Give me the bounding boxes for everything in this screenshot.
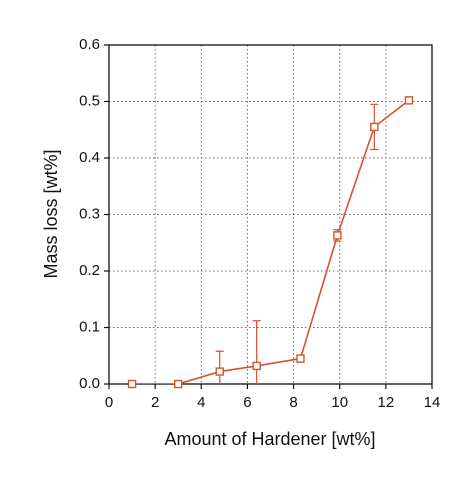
- x-tick-label: 6: [243, 394, 251, 411]
- y-tick-label: 0.3: [79, 205, 100, 222]
- y-tick-label: 0.6: [79, 36, 100, 53]
- x-tick-label: 8: [289, 394, 297, 411]
- y-tick-label: 0.1: [79, 318, 100, 335]
- x-tick-label: 14: [424, 394, 441, 411]
- plot-frame: [108, 44, 433, 385]
- x-axis-label: Amount of Hardener [wt%]: [164, 429, 375, 449]
- plot-area: [132, 96, 413, 384]
- data-point: [252, 361, 261, 371]
- data-line: [132, 99, 410, 384]
- x-tick-label: 12: [378, 394, 395, 411]
- y-axis-label: Mass loss [wt%]: [41, 149, 61, 278]
- y-tick-label: 0.0: [79, 375, 100, 392]
- x-tick-label: 4: [197, 394, 205, 411]
- y-tick-label: 0.2: [79, 262, 100, 279]
- y-tick-label: 0.5: [79, 92, 100, 109]
- data-point: [370, 122, 379, 132]
- data-point: [215, 367, 224, 376]
- x-tick-label: 0: [105, 394, 113, 411]
- data-point: [404, 96, 414, 105]
- data-point: [127, 379, 137, 389]
- data-point: [174, 379, 183, 389]
- x-tick-label: 10: [331, 394, 348, 411]
- y-tick-label: 0.4: [79, 149, 100, 166]
- data-point: [296, 354, 305, 363]
- x-tick-label: 2: [151, 394, 159, 411]
- data-point: [333, 231, 342, 240]
